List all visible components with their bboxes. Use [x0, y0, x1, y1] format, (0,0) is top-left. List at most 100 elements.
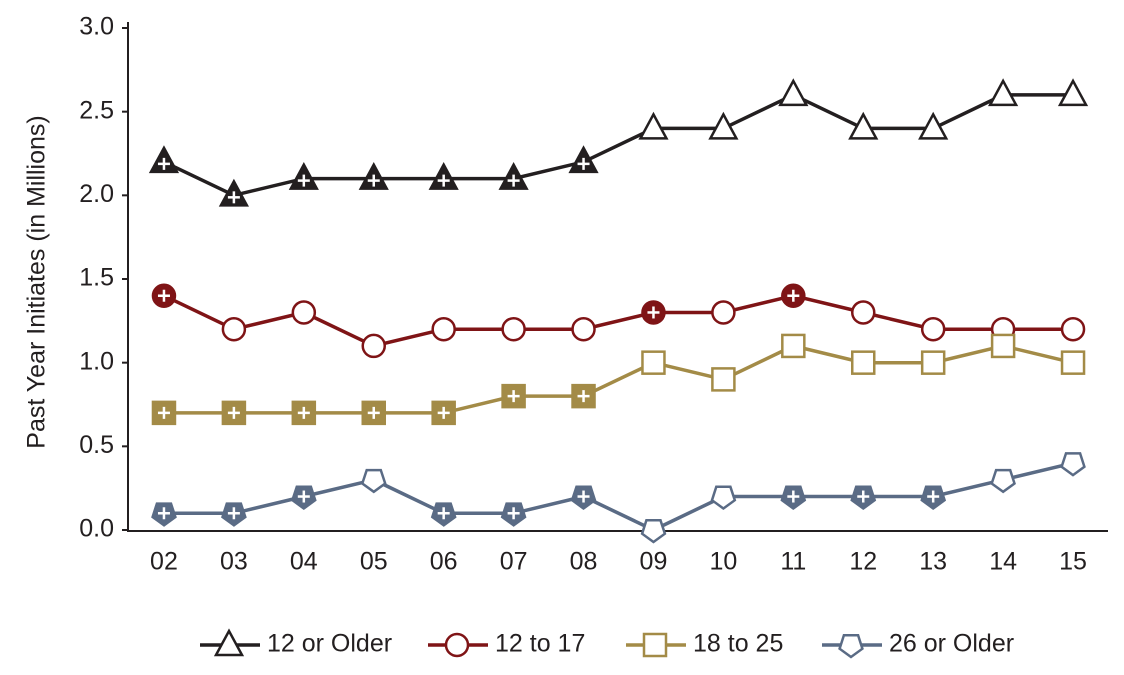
- data-point: [780, 485, 807, 511]
- marker-shape: [1060, 452, 1086, 477]
- legend-label: 18 to 25: [693, 630, 783, 658]
- marker-shape: [1060, 350, 1086, 375]
- data-point: [151, 502, 177, 527]
- marker-shape: [642, 632, 668, 658]
- marker-shape: [918, 111, 949, 140]
- legend-marker: [838, 634, 864, 659]
- y-tick-label: 2.5: [79, 96, 114, 124]
- data-point: [640, 519, 667, 544]
- data-point: [221, 316, 247, 342]
- marker-shape: [291, 300, 317, 325]
- y-tick-label: 2.0: [79, 180, 114, 208]
- marker-shape: [778, 78, 809, 107]
- marker-shape: [444, 632, 470, 658]
- marker-shape: [641, 350, 666, 375]
- data-point: [1057, 78, 1089, 107]
- marker-shape: [781, 333, 806, 359]
- marker-shape: [1060, 316, 1086, 342]
- legend-label: 12 or Older: [267, 630, 392, 658]
- data-point: [151, 400, 177, 426]
- legend-marker: [642, 632, 668, 658]
- x-tick-label: 15: [1059, 548, 1087, 576]
- data-point: [500, 502, 527, 527]
- data-point: [851, 300, 876, 325]
- data-point: [361, 333, 386, 359]
- data-point: [641, 300, 666, 325]
- marker-shape: [838, 634, 864, 659]
- data-point: [571, 383, 596, 409]
- marker-shape: [990, 468, 1016, 494]
- data-point: [291, 300, 317, 325]
- marker-shape: [640, 519, 667, 544]
- data-point: [358, 161, 389, 190]
- data-point: [428, 161, 459, 190]
- data-point: [290, 485, 317, 511]
- data-point: [1060, 316, 1086, 342]
- legend-marker: [213, 628, 245, 657]
- marker-shape: [711, 300, 736, 325]
- y-tick-label: 3.0: [79, 13, 114, 41]
- legend-marker: [444, 632, 470, 658]
- x-tick-label: 12: [849, 548, 877, 576]
- marker-shape: [571, 316, 596, 342]
- data-point: [501, 316, 526, 342]
- y-tick-label: 1.5: [79, 264, 114, 292]
- data-point: [778, 78, 809, 107]
- x-tick-label: 10: [709, 548, 737, 576]
- x-tick-label: 06: [430, 548, 458, 576]
- data-point: [781, 333, 806, 359]
- data-point: [918, 111, 949, 140]
- marker-shape: [501, 316, 526, 342]
- data-point: [568, 145, 599, 174]
- series-line: [164, 461, 1074, 532]
- x-tick-label: 09: [640, 548, 668, 576]
- y-axis-label: Past Year Initiates (in Millions): [23, 115, 51, 448]
- marker-shape: [920, 316, 946, 342]
- data-point: [570, 485, 597, 511]
- data-point: [571, 316, 596, 342]
- data-point: [1060, 350, 1086, 375]
- data-point: [148, 145, 180, 174]
- data-point: [291, 400, 317, 426]
- data-point: [781, 283, 806, 308]
- marker-shape: [851, 350, 876, 375]
- data-point: [920, 316, 946, 342]
- x-tick-label: 11: [780, 548, 806, 576]
- data-point: [221, 400, 247, 426]
- marker-shape: [990, 333, 1016, 359]
- data-point: [431, 400, 456, 426]
- marker-shape: [988, 78, 1019, 107]
- data-point: [431, 316, 456, 342]
- data-point: [430, 502, 457, 527]
- x-tick-label: 14: [989, 548, 1017, 576]
- marker-shape: [360, 468, 387, 494]
- marker-shape: [221, 316, 247, 342]
- marker-shape: [638, 111, 669, 140]
- data-point: [361, 400, 386, 426]
- data-point: [288, 161, 319, 190]
- marker-shape: [851, 300, 876, 325]
- x-tick-label: 02: [150, 548, 178, 576]
- marker-shape: [1057, 78, 1089, 107]
- x-tick-label: 03: [220, 548, 248, 576]
- legend-label: 26 or Older: [889, 630, 1014, 658]
- data-point: [710, 485, 737, 511]
- y-tick-label: 0.0: [79, 515, 114, 543]
- x-tick-label: 13: [919, 548, 947, 576]
- marker-shape: [710, 485, 737, 511]
- y-tick-label: 0.5: [79, 431, 114, 459]
- data-point: [151, 283, 177, 308]
- data-point: [641, 350, 666, 375]
- data-point: [638, 111, 669, 140]
- marker-shape: [848, 111, 879, 140]
- data-point: [988, 78, 1019, 107]
- x-tick-label: 07: [500, 548, 528, 576]
- marker-shape: [213, 628, 245, 657]
- data-point: [711, 300, 736, 325]
- data-point: [360, 468, 387, 494]
- marker-shape: [920, 350, 946, 375]
- data-point: [848, 111, 879, 140]
- data-point: [990, 468, 1016, 494]
- data-point: [711, 367, 736, 392]
- data-point: [1060, 452, 1086, 477]
